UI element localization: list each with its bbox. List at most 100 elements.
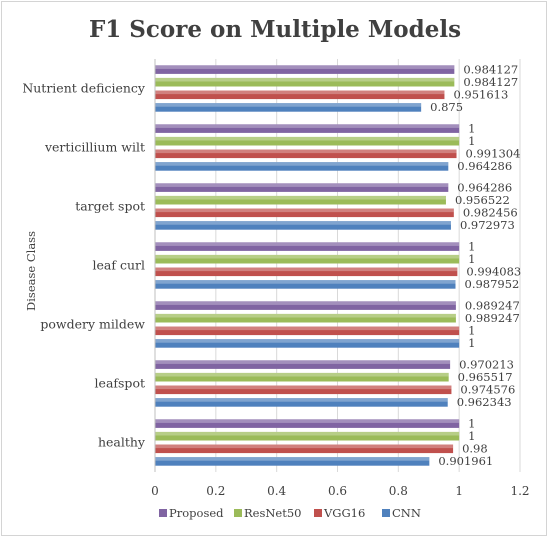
bar-highlight bbox=[155, 360, 451, 364]
bar-fill bbox=[155, 360, 451, 369]
legend-swatch-vgg16 bbox=[314, 509, 322, 517]
data-label: 0.951613 bbox=[453, 88, 508, 102]
bar-fill bbox=[155, 254, 460, 264]
axes: 0 0.2 0.4 0.6 0.8 1 1.2 Nutrient deficiency vert… bbox=[22, 59, 530, 498]
data-labels: 0.9841270.9841270.9516130.875110.9913040… bbox=[430, 62, 521, 468]
bar-highlight bbox=[155, 90, 445, 95]
category-label: target spot bbox=[75, 199, 145, 214]
bar-cnn bbox=[155, 103, 422, 112]
data-label: 0.989247 bbox=[465, 298, 520, 312]
bar-resnet50 bbox=[155, 431, 460, 441]
bar-fill bbox=[155, 90, 445, 100]
data-label: 0.962343 bbox=[457, 395, 512, 409]
data-label: 1 bbox=[468, 239, 475, 253]
data-label: 0.982456 bbox=[463, 206, 518, 220]
legend-label: ResNet50 bbox=[244, 506, 302, 520]
bar-vgg16 bbox=[155, 444, 454, 454]
x-tick-label: 0 bbox=[151, 484, 159, 498]
data-label: 0.875 bbox=[430, 100, 463, 114]
bar-highlight bbox=[155, 162, 449, 166]
bar-highlight bbox=[155, 372, 449, 377]
data-label: 1 bbox=[468, 429, 475, 443]
bar-highlight bbox=[155, 419, 460, 423]
bar-fill bbox=[155, 280, 456, 289]
bar-vgg16 bbox=[155, 385, 452, 395]
category-label: verticillium wilt bbox=[44, 140, 145, 155]
bar-fill bbox=[155, 339, 460, 348]
bar-highlight bbox=[155, 339, 460, 343]
bar-fill bbox=[155, 457, 430, 466]
bar-highlight bbox=[155, 280, 456, 284]
bar-fill bbox=[155, 149, 457, 159]
x-tick-label: 0.8 bbox=[389, 484, 408, 498]
bar-cnn bbox=[155, 457, 430, 466]
bar-fill bbox=[155, 372, 449, 382]
data-label: 0.991304 bbox=[466, 147, 521, 161]
data-label: 0.965517 bbox=[458, 370, 513, 384]
bar-vgg16 bbox=[155, 326, 460, 336]
bar-highlight bbox=[155, 103, 422, 107]
category-label: leaf curl bbox=[93, 258, 145, 273]
legend: Proposed ResNet50 VGG16 CNN bbox=[159, 506, 421, 520]
bar-highlight bbox=[155, 221, 451, 225]
bar-fill bbox=[155, 162, 449, 171]
data-label: 1 bbox=[468, 121, 475, 135]
bar-fill bbox=[155, 221, 451, 230]
bar-highlight bbox=[155, 326, 460, 331]
bar-fill bbox=[155, 431, 460, 441]
bar-vgg16 bbox=[155, 90, 445, 100]
bar-highlight bbox=[155, 254, 460, 259]
bar-resnet50 bbox=[155, 372, 449, 382]
bar-highlight bbox=[155, 313, 456, 318]
bar-fill bbox=[155, 242, 460, 251]
bar-resnet50 bbox=[155, 77, 455, 87]
data-label: 1 bbox=[468, 324, 475, 338]
bar-highlight bbox=[155, 457, 430, 461]
category-label: Nutrient deficiency bbox=[22, 81, 146, 96]
data-label: 0.964286 bbox=[457, 180, 512, 194]
legend-swatch-proposed bbox=[159, 509, 167, 517]
bar-resnet50 bbox=[155, 195, 446, 205]
bar-cnn bbox=[155, 339, 460, 348]
chart-title: F1 Score on Multiple Models bbox=[89, 16, 461, 43]
bar-fill bbox=[155, 444, 454, 454]
bar-fill bbox=[155, 419, 460, 428]
bar-cnn bbox=[155, 221, 451, 230]
bar-cnn bbox=[155, 162, 449, 171]
x-tick-label: 0.4 bbox=[267, 484, 286, 498]
bar-highlight bbox=[155, 267, 458, 272]
bar-fill bbox=[155, 313, 456, 323]
bar-highlight bbox=[155, 208, 454, 213]
bar-highlight bbox=[155, 385, 452, 390]
data-label: 1 bbox=[468, 252, 475, 266]
data-label: 0.972973 bbox=[460, 218, 515, 232]
bar-resnet50 bbox=[155, 136, 460, 146]
data-label: 1 bbox=[468, 336, 475, 350]
bar-fill bbox=[155, 398, 448, 407]
data-label: 0.964286 bbox=[457, 159, 512, 173]
x-tick-label: 1 bbox=[455, 484, 463, 498]
legend-swatch-cnn bbox=[382, 509, 390, 517]
bar-resnet50 bbox=[155, 313, 456, 323]
bar-cnn bbox=[155, 398, 448, 407]
x-tick-label: 0.2 bbox=[206, 484, 225, 498]
bar-proposed bbox=[155, 65, 455, 74]
bar-vgg16 bbox=[155, 267, 458, 277]
category-label: leafspot bbox=[95, 376, 145, 391]
legend-label: Proposed bbox=[169, 506, 224, 520]
bar-proposed bbox=[155, 183, 449, 192]
bar-fill bbox=[155, 124, 460, 133]
data-label: 0.970213 bbox=[459, 357, 514, 371]
bar-fill bbox=[155, 208, 454, 218]
bar-proposed bbox=[155, 301, 456, 310]
bar-highlight bbox=[155, 65, 455, 69]
bar-highlight bbox=[155, 398, 448, 402]
bar-highlight bbox=[155, 124, 460, 128]
legend-label: VGG16 bbox=[323, 506, 365, 520]
bar-highlight bbox=[155, 183, 449, 187]
bar-fill bbox=[155, 195, 446, 205]
bar-highlight bbox=[155, 431, 460, 436]
x-tick-label: 0.6 bbox=[328, 484, 347, 498]
bar-cnn bbox=[155, 280, 456, 289]
